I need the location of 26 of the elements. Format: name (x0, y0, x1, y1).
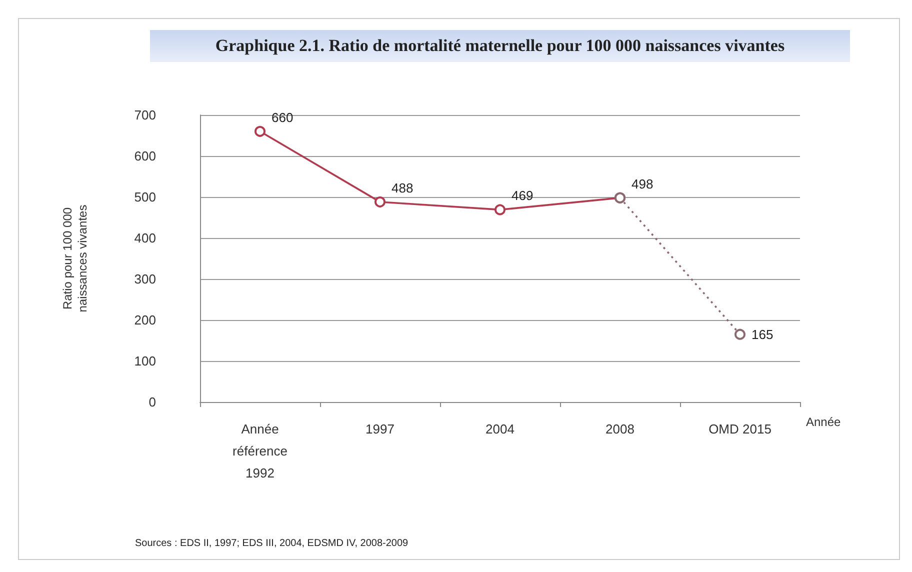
x-tick-label: 2008 (606, 422, 634, 436)
y-tick-label: 700 (134, 108, 156, 122)
data-label: 469 (512, 188, 534, 204)
x-tick-label: 2004 (486, 422, 514, 436)
y-tick-label: 500 (134, 190, 156, 204)
y-tick-label: 200 (134, 312, 156, 328)
point (374, 196, 386, 208)
chart-title: Graphique 2.1. Ratio de mortalité maternelle pour 100 000 naissances vivantes (150, 30, 850, 62)
data-label: 165 (752, 326, 774, 342)
x-tick-label: OMD 2015 (708, 422, 772, 436)
source-note: Sources : EDS II, 1997; EDS III, 2004, EDSMD IV, 2008-2009 (135, 538, 408, 549)
x-tick-label: 1997 (366, 422, 394, 436)
x-axis-title: Année (806, 415, 842, 429)
y-tick-label: 600 (134, 148, 156, 164)
x-tick-label: Année référence 1992 (232, 422, 288, 480)
point (734, 328, 746, 340)
y-axis-title: Ratio pour 100 000 naissances vivantes (60, 204, 90, 312)
data-label: 488 (392, 180, 414, 196)
point (254, 126, 266, 137)
data-label: 660 (272, 110, 294, 125)
data-label: 498 (632, 176, 654, 192)
point (494, 204, 506, 216)
y-tick-label: 0 (148, 394, 156, 410)
y-tick-label: 400 (134, 230, 156, 246)
y-tick-label: 100 (134, 354, 156, 368)
y-tick-label: 300 (134, 272, 156, 286)
